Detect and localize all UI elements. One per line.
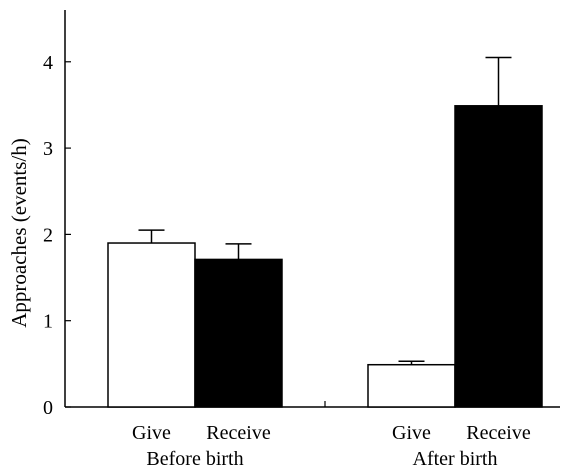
y-tick-label: 0 — [43, 397, 53, 419]
x-category-label: Give — [132, 422, 171, 444]
y-tick-label: 2 — [43, 224, 53, 246]
x-category-label: Give — [392, 422, 431, 444]
x-category-label: Receive — [466, 422, 531, 444]
bars — [107, 56, 543, 408]
y-tick-label: 3 — [43, 138, 53, 160]
x-group-label: Before birth — [146, 448, 243, 470]
x-category-label: Receive — [206, 422, 271, 444]
y-tick-label: 1 — [43, 311, 53, 333]
bar-after-birth-give — [367, 363, 456, 408]
labels: Give Receive Before birth Give Receive After … — [132, 422, 531, 470]
x-group-label: After birth — [413, 448, 498, 470]
y-tick-label: 4 — [43, 52, 53, 74]
bar-before-birth-give — [107, 242, 196, 408]
bar-before-birth-receive — [194, 258, 283, 408]
y-axis-title: Approaches (events/h) — [7, 138, 31, 328]
bar-after-birth-receive — [454, 105, 543, 408]
